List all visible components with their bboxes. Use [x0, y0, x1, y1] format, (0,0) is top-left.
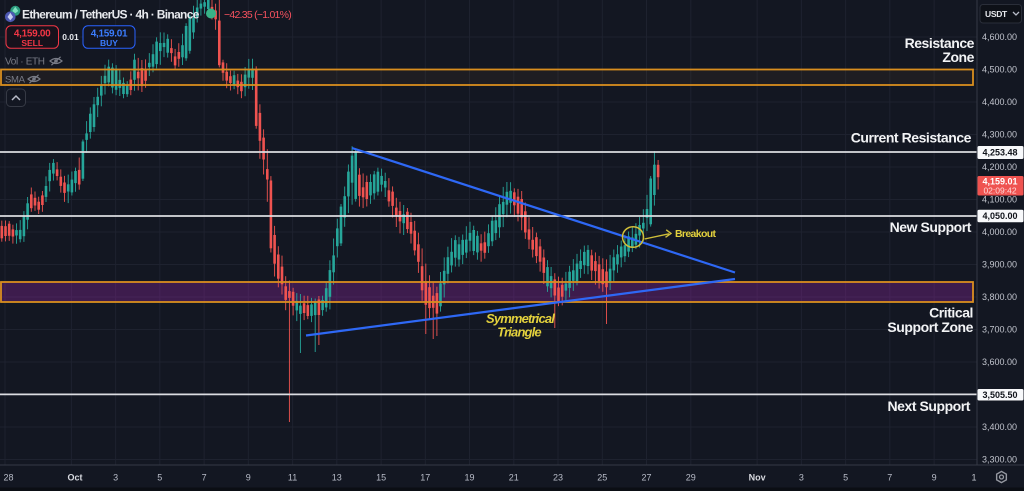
svg-text:Critical: Critical	[929, 305, 973, 321]
svg-text:11: 11	[288, 473, 297, 483]
svg-text:3,800.00: 3,800.00	[982, 292, 1017, 302]
svg-text:3,900.00: 3,900.00	[982, 260, 1017, 270]
svg-text:02:09:42: 02:09:42	[983, 185, 1016, 195]
svg-text:27: 27	[641, 473, 651, 483]
svg-text:Triangle: Triangle	[497, 325, 541, 340]
svg-text:3: 3	[113, 473, 118, 483]
svg-text:4,000.00: 4,000.00	[982, 227, 1017, 237]
svg-text:5: 5	[843, 473, 848, 483]
svg-text:4,400.00: 4,400.00	[982, 97, 1017, 107]
svg-text:4,159.01: 4,159.01	[91, 29, 128, 40]
svg-text:13: 13	[332, 473, 342, 483]
svg-text:3,505.50: 3,505.50	[982, 390, 1017, 400]
svg-text:9: 9	[246, 473, 251, 483]
svg-text:29: 29	[686, 473, 696, 483]
svg-text:4,300.00: 4,300.00	[982, 130, 1017, 140]
svg-text:3,300.00: 3,300.00	[982, 455, 1017, 465]
svg-text:4,253.48: 4,253.48	[982, 148, 1017, 158]
svg-text:21: 21	[509, 473, 519, 483]
svg-text:Nov: Nov	[749, 473, 766, 483]
svg-text:3,700.00: 3,700.00	[982, 325, 1017, 335]
svg-text:BUY: BUY	[100, 38, 118, 48]
svg-text:Next Support: Next Support	[888, 398, 971, 414]
svg-text:19: 19	[464, 473, 474, 483]
svg-text:7: 7	[887, 473, 892, 483]
svg-text:4,100.00: 4,100.00	[982, 195, 1017, 205]
svg-text:Oct: Oct	[67, 473, 82, 483]
svg-text:4,600.00: 4,600.00	[982, 32, 1017, 42]
svg-text:4,050.00: 4,050.00	[982, 211, 1017, 221]
svg-text:Zone: Zone	[942, 49, 974, 65]
svg-text:1: 1	[971, 473, 976, 483]
svg-text:Breakout: Breakout	[675, 228, 716, 240]
svg-text:Ethereum / TetherUS · 4h · Bin: Ethereum / TetherUS · 4h · Binance	[22, 7, 200, 21]
svg-text:28: 28	[3, 473, 13, 483]
svg-text:15: 15	[376, 473, 386, 483]
svg-text:Vol · ETH: Vol · ETH	[5, 57, 45, 68]
svg-text:Symmetrical: Symmetrical	[486, 311, 555, 326]
svg-text:Current Resistance: Current Resistance	[851, 130, 972, 146]
svg-text:New Support: New Support	[890, 219, 972, 235]
svg-text:7: 7	[202, 473, 207, 483]
svg-text:USDT: USDT	[985, 9, 1008, 19]
svg-text:3,600.00: 3,600.00	[982, 357, 1017, 367]
svg-text:0.01: 0.01	[62, 32, 79, 42]
svg-text:Resistance: Resistance	[905, 35, 975, 51]
svg-text:−42.35 (−1.01%): −42.35 (−1.01%)	[224, 9, 291, 21]
svg-text:25: 25	[597, 473, 607, 483]
svg-text:SELL: SELL	[21, 38, 43, 48]
svg-text:3: 3	[799, 473, 804, 483]
svg-text:Support Zone: Support Zone	[887, 319, 973, 335]
svg-text:17: 17	[420, 473, 430, 483]
svg-text:SMA: SMA	[5, 75, 26, 86]
svg-text:4,159.01: 4,159.01	[982, 177, 1017, 187]
svg-text:4,159.00: 4,159.00	[14, 29, 51, 40]
svg-text:9: 9	[932, 473, 937, 483]
svg-text:5: 5	[157, 473, 162, 483]
svg-text:4,500.00: 4,500.00	[982, 65, 1017, 75]
svg-text:4,200.00: 4,200.00	[982, 162, 1017, 172]
svg-text:3,400.00: 3,400.00	[982, 422, 1017, 432]
svg-text:23: 23	[553, 473, 563, 483]
